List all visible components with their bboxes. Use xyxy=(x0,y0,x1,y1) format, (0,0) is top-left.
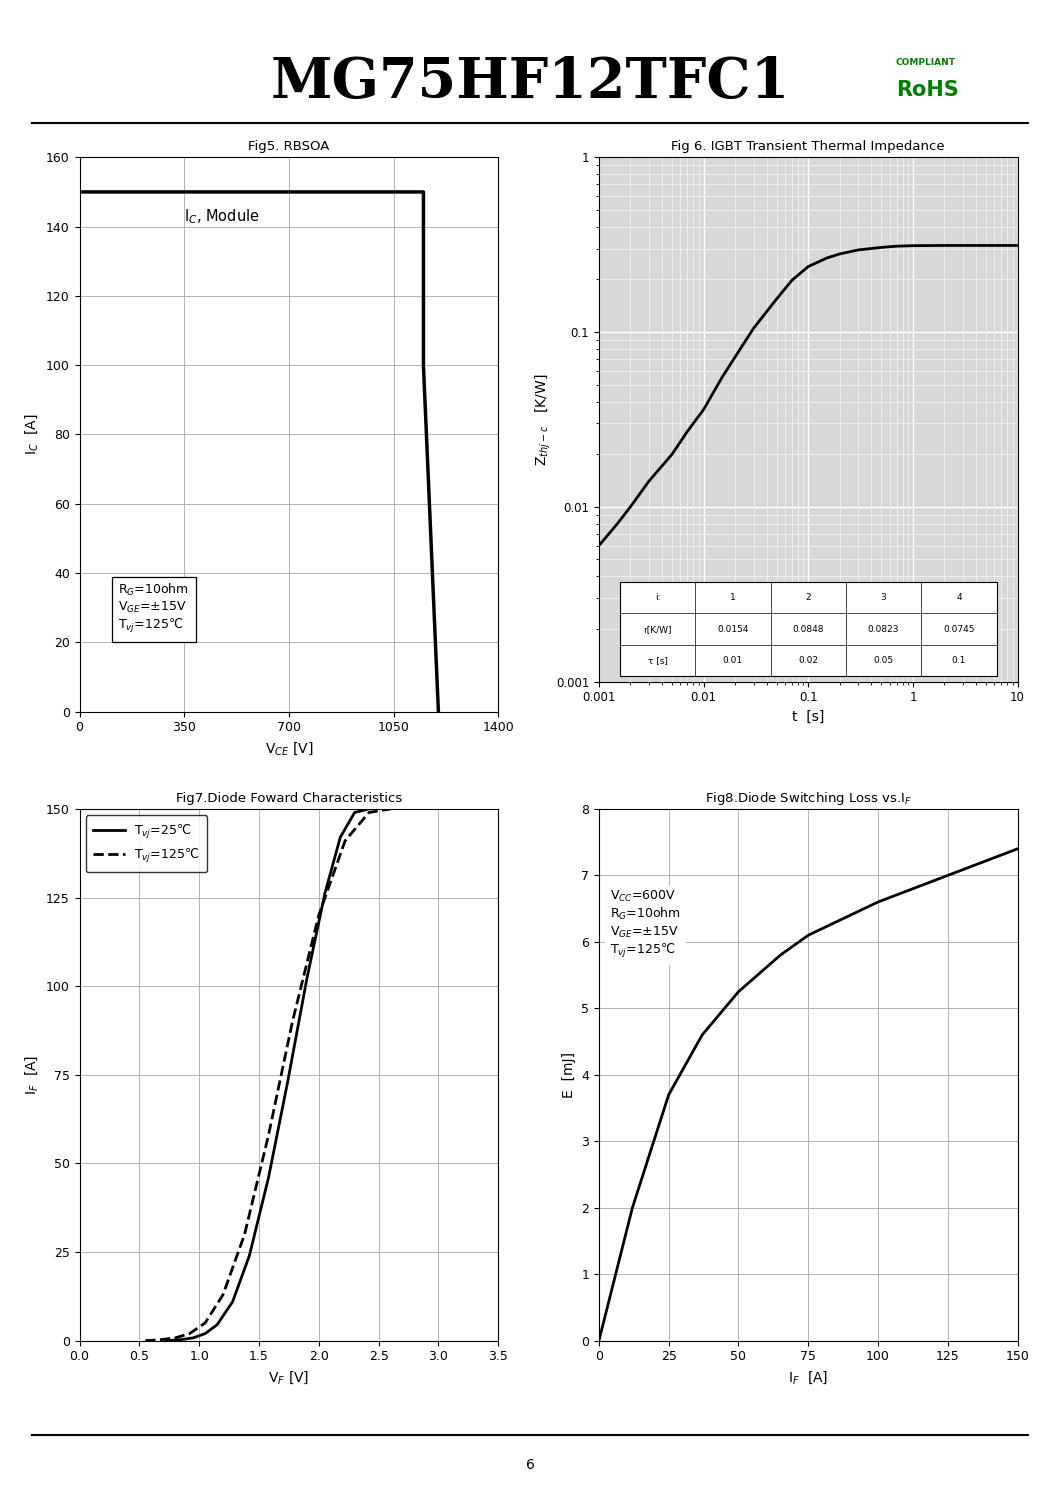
Text: i:: i: xyxy=(655,593,660,602)
T$_{vj}$=25℃ xyxy=(318,885,331,903)
T$_{vj}$=125℃ xyxy=(155,1330,167,1348)
X-axis label: t  [s]: t [s] xyxy=(792,710,825,724)
Y-axis label: I$_F$  [A]: I$_F$ [A] xyxy=(23,1055,40,1095)
T$_{vj}$=125℃ xyxy=(238,1225,251,1243)
T$_{vj}$=125℃ xyxy=(183,1324,196,1342)
Line: T$_{vj}$=125℃: T$_{vj}$=125℃ xyxy=(145,809,390,1341)
T$_{vj}$=25℃ xyxy=(363,800,375,818)
Text: RoHS: RoHS xyxy=(896,79,958,100)
T$_{vj}$=125℃ xyxy=(262,1126,275,1144)
Text: 0.0823: 0.0823 xyxy=(868,625,899,634)
T$_{vj}$=25℃ xyxy=(281,1073,294,1091)
Bar xyxy=(620,581,996,676)
Text: τ [s]: τ [s] xyxy=(648,656,668,665)
Y-axis label: E  [mJ]: E [mJ] xyxy=(562,1052,576,1098)
T$_{vj}$=25℃ xyxy=(175,1330,188,1348)
T$_{vj}$=25℃ xyxy=(226,1293,238,1311)
T$_{vj}$=125℃ xyxy=(139,1332,152,1350)
Text: COMPLIANT: COMPLIANT xyxy=(896,58,956,67)
Title: Fig 6. IGBT Transient Thermal Impedance: Fig 6. IGBT Transient Thermal Impedance xyxy=(671,141,946,153)
Text: 0.02: 0.02 xyxy=(798,656,818,665)
Title: Fig5. RBSOA: Fig5. RBSOA xyxy=(248,141,330,153)
T$_{vj}$=25℃ xyxy=(334,828,347,846)
Title: Fig7.Diode Foward Characteristics: Fig7.Diode Foward Characteristics xyxy=(176,792,402,804)
T$_{vj}$=125℃ xyxy=(363,803,375,821)
X-axis label: I$_F$  [A]: I$_F$ [A] xyxy=(789,1369,828,1386)
Line: T$_{vj}$=25℃: T$_{vj}$=25℃ xyxy=(165,809,369,1341)
Text: MG75HF12TFC1: MG75HF12TFC1 xyxy=(270,55,790,109)
Text: V$_{CC}$=600V
R$_G$=10ohm
V$_{GE}$=±15V
T$_{vj}$=125℃: V$_{CC}$=600V R$_G$=10ohm V$_{GE}$=±15V … xyxy=(611,888,681,960)
Text: 0.01: 0.01 xyxy=(723,656,743,665)
Y-axis label: Z$_{thj-c}$   [K/W]: Z$_{thj-c}$ [K/W] xyxy=(534,373,553,466)
T$_{vj}$=25℃ xyxy=(211,1315,224,1333)
T$_{vj}$=125℃ xyxy=(169,1329,181,1347)
X-axis label: V$_F$ [V]: V$_F$ [V] xyxy=(268,1369,310,1386)
T$_{vj}$=125℃ xyxy=(313,906,325,924)
Text: 3: 3 xyxy=(881,593,886,602)
T$_{vj}$=25℃ xyxy=(187,1329,199,1347)
Text: 2: 2 xyxy=(806,593,811,602)
Text: R$_G$=10ohm
V$_{GE}$=±15V
T$_{vj}$=125℃: R$_G$=10ohm V$_{GE}$=±15V T$_{vj}$=125℃ xyxy=(119,581,190,635)
T$_{vj}$=25℃ xyxy=(159,1332,172,1350)
T$_{vj}$=25℃ xyxy=(262,1168,275,1186)
T$_{vj}$=125℃ xyxy=(384,800,396,818)
T$_{vj}$=25℃ xyxy=(199,1324,212,1342)
Title: Fig8.Diode Switching Loss vs.I$_F$: Fig8.Diode Switching Loss vs.I$_F$ xyxy=(705,789,912,807)
Y-axis label: I$_C$  [A]: I$_C$ [A] xyxy=(23,413,40,455)
T$_{vj}$=125℃ xyxy=(199,1314,212,1332)
Text: 0.0745: 0.0745 xyxy=(943,625,975,634)
Text: 4: 4 xyxy=(956,593,961,602)
T$_{vj}$=25℃ xyxy=(300,971,313,989)
Text: 1: 1 xyxy=(730,593,736,602)
Text: I$_C$, Module: I$_C$, Module xyxy=(184,207,260,226)
T$_{vj}$=125℃ xyxy=(286,1013,299,1031)
Text: 0.0848: 0.0848 xyxy=(793,625,824,634)
T$_{vj}$=25℃ xyxy=(243,1246,255,1264)
T$_{vj}$=125℃ xyxy=(216,1285,229,1303)
T$_{vj}$=25℃ xyxy=(349,803,361,821)
Text: r[K/W]: r[K/W] xyxy=(643,625,672,634)
Legend: T$_{vj}$=25℃, T$_{vj}$=125℃: T$_{vj}$=25℃, T$_{vj}$=125℃ xyxy=(86,815,208,872)
Text: 0.1: 0.1 xyxy=(952,656,966,665)
Text: 0.0154: 0.0154 xyxy=(718,625,748,634)
Text: 0.05: 0.05 xyxy=(873,656,894,665)
X-axis label: V$_{CE}$ [V]: V$_{CE}$ [V] xyxy=(265,740,313,756)
T$_{vj}$=125℃ xyxy=(339,831,352,849)
Text: 6: 6 xyxy=(526,1458,534,1473)
